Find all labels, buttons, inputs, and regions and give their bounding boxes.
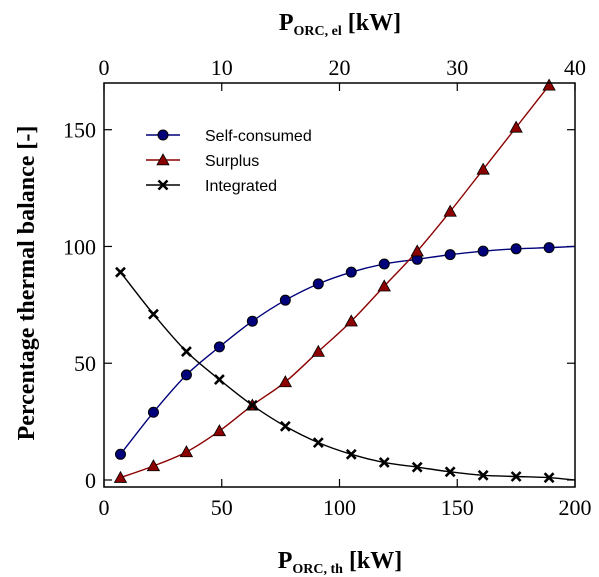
x-top-tick-label: 0 (99, 55, 110, 80)
integrated-point-stroke (543, 472, 555, 484)
self-consumed-point (510, 243, 522, 255)
self-consumed-point (378, 258, 390, 270)
x-axis-title-bottom-sub: ORC, th (292, 562, 343, 577)
integrated-point (115, 266, 126, 278)
x-axis-title-top-sub: ORC, el (294, 24, 342, 39)
x-axis-title-top-unit: [kW] (342, 10, 401, 36)
integrated-point-stroke (378, 457, 390, 468)
x-tick-label: 200 (559, 495, 592, 520)
self-consumed-point (213, 341, 225, 353)
self-consumed-point (147, 406, 159, 418)
surplus-point (509, 120, 523, 133)
x-top-tick-label: 10 (211, 55, 233, 80)
surplus-point (212, 424, 227, 437)
plot-frame (103, 82, 576, 488)
surplus-point (377, 279, 391, 292)
x-top-tick-label: 30 (446, 55, 468, 80)
integrated-point (181, 346, 192, 357)
surplus-point (410, 244, 424, 257)
integrated-point-stroke (279, 420, 291, 432)
x-tick-label: 150 (441, 495, 474, 520)
integrated-point-stroke (246, 399, 258, 411)
integrated-point-stroke (312, 437, 324, 449)
integrated-point (213, 374, 225, 385)
integrated-point (148, 308, 159, 320)
surplus-point (443, 204, 457, 217)
self-consumed-point (180, 369, 192, 381)
x-axis-title-bottom-main: P (278, 548, 293, 574)
legend-marker (156, 153, 170, 166)
legend-marker (157, 129, 169, 141)
self-consumed-point (543, 242, 555, 254)
axis-ticks: 0 50 100 150 200 0 10 20 30 40 0 50 100 150 (63, 55, 592, 520)
integrated-point (444, 466, 456, 478)
integrated-point-stroke (345, 448, 357, 460)
legend-marker (157, 179, 169, 191)
series-markers (113, 78, 556, 484)
surplus-point (278, 375, 293, 388)
integrated-point (345, 448, 357, 460)
integrated-point-stroke (148, 308, 159, 320)
surplus-point (146, 459, 161, 472)
self-consumed-point (444, 249, 456, 261)
x-axis-title-top: PORC, el [kW] (279, 10, 401, 39)
integrated-point-stroke (181, 346, 192, 357)
legend-label: Surplus (205, 153, 259, 170)
legend-label: Integrated (205, 178, 277, 195)
surplus-point (476, 162, 490, 175)
integrated-point (477, 469, 489, 481)
legend-label: Self-consumed (205, 128, 312, 145)
surplus-point (179, 445, 194, 458)
self-consumed-point (246, 315, 258, 327)
series-lines (119, 84, 576, 481)
legend: Self-consumed Surplus Integrated (146, 128, 312, 195)
legend-marker-stroke (157, 179, 169, 191)
x-tick-label: 50 (211, 495, 233, 520)
surplus-point (311, 344, 325, 357)
x-tick-label: 0 (99, 495, 110, 520)
y-tick-label: 50 (74, 351, 96, 376)
self-consumed-point (312, 278, 324, 290)
integrated-point-stroke (510, 471, 522, 482)
integrated-point (246, 399, 258, 411)
x-axis-title-top-main: P (279, 10, 294, 36)
self-consumed-point (279, 294, 291, 306)
surplus-point (344, 314, 358, 327)
integrated-point-stroke (115, 266, 126, 278)
integrated-point (378, 457, 390, 468)
x-top-tick-label: 20 (329, 55, 351, 80)
surplus-point (113, 470, 128, 483)
x-top-tick-label: 40 (564, 55, 586, 80)
y-axis-title: Percentage thermal balance [-] (14, 126, 40, 441)
self-consumed-point (345, 266, 357, 278)
self-consumed-point (477, 245, 489, 257)
integrated-point (312, 437, 324, 449)
y-tick-label: 0 (85, 468, 96, 493)
integrated-point-stroke (444, 466, 456, 478)
surplus-point (542, 78, 556, 91)
integrated-point-stroke (213, 374, 225, 385)
surplus-line (120, 84, 550, 479)
y-tick-label: 150 (63, 118, 96, 143)
integrated-point-stroke (477, 469, 489, 481)
self-consumed-point (114, 448, 126, 460)
x-tick-label: 100 (323, 495, 356, 520)
integrated-point-stroke (411, 461, 423, 473)
integrated-point (510, 471, 522, 482)
integrated-point (543, 472, 555, 484)
integrated-point (411, 461, 423, 473)
x-axis-title-bottom: PORC, th [kW] (278, 548, 403, 577)
x-axis-title-bottom-unit: [kW] (343, 548, 402, 574)
y-tick-label: 100 (63, 234, 96, 259)
integrated-point (279, 420, 291, 432)
